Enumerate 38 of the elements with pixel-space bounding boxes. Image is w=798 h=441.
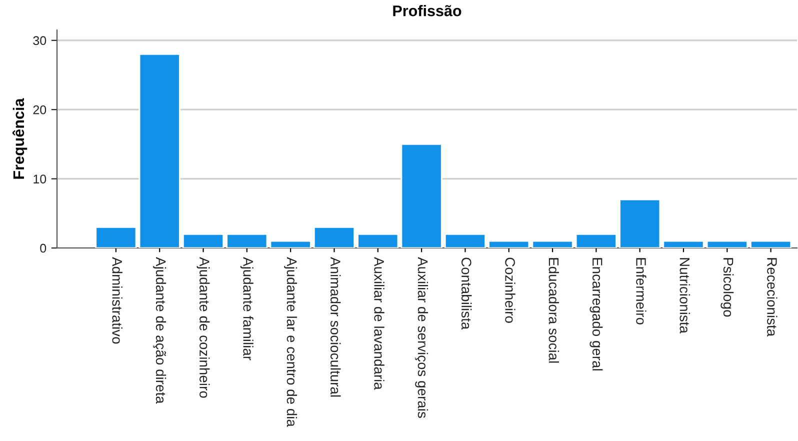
bar xyxy=(313,226,356,248)
bar xyxy=(182,233,224,248)
x-tick-label: Contabilista xyxy=(461,258,472,330)
bar xyxy=(226,233,268,248)
y-tick-label: 10 xyxy=(34,174,46,184)
x-tick-label: Educadora social xyxy=(548,258,559,363)
y-tick-label: 20 xyxy=(33,105,46,114)
x-tick-label: Psicologo xyxy=(720,258,734,317)
chart-title: Profissão xyxy=(393,5,462,16)
bar xyxy=(488,240,530,248)
bar xyxy=(619,198,661,248)
y-tick-label: 30 xyxy=(33,36,46,46)
y-axis-title: Frequência xyxy=(12,98,28,179)
bar xyxy=(575,233,617,248)
bar xyxy=(750,240,792,248)
bar xyxy=(662,240,704,248)
y-tick-label: 0 xyxy=(40,244,46,253)
x-tick-label: Ajudante lar e centro de dia xyxy=(284,257,298,427)
x-tick-label: Cozinheiro xyxy=(505,258,516,323)
bar xyxy=(95,226,137,248)
bar xyxy=(706,240,748,248)
x-tick-label: Enfermeiro xyxy=(636,258,646,324)
x-tick-label: Administrativo xyxy=(112,257,122,344)
x-tick-label: Nutricionista xyxy=(680,258,690,334)
x-tick-label: Ajudante de ação direta xyxy=(153,257,166,404)
bar xyxy=(270,240,312,248)
x-tick-label: Animador sociocultural xyxy=(330,257,341,397)
bar xyxy=(400,143,442,248)
x-tick-label: Ajudante familiar xyxy=(240,257,254,360)
bar xyxy=(357,233,399,248)
bar xyxy=(532,240,574,248)
x-tick-label: Encarregado geral xyxy=(590,258,603,370)
x-tick-label: Ajudante de cozinheiro xyxy=(196,257,210,398)
bar xyxy=(444,233,486,248)
bar xyxy=(138,54,180,248)
x-tick-label: Auxiliar de lavandaria xyxy=(374,257,384,390)
x-tick-label: Rececionista xyxy=(767,258,778,337)
x-tick-label: Auxiliar de serviços gerais xyxy=(415,257,428,418)
